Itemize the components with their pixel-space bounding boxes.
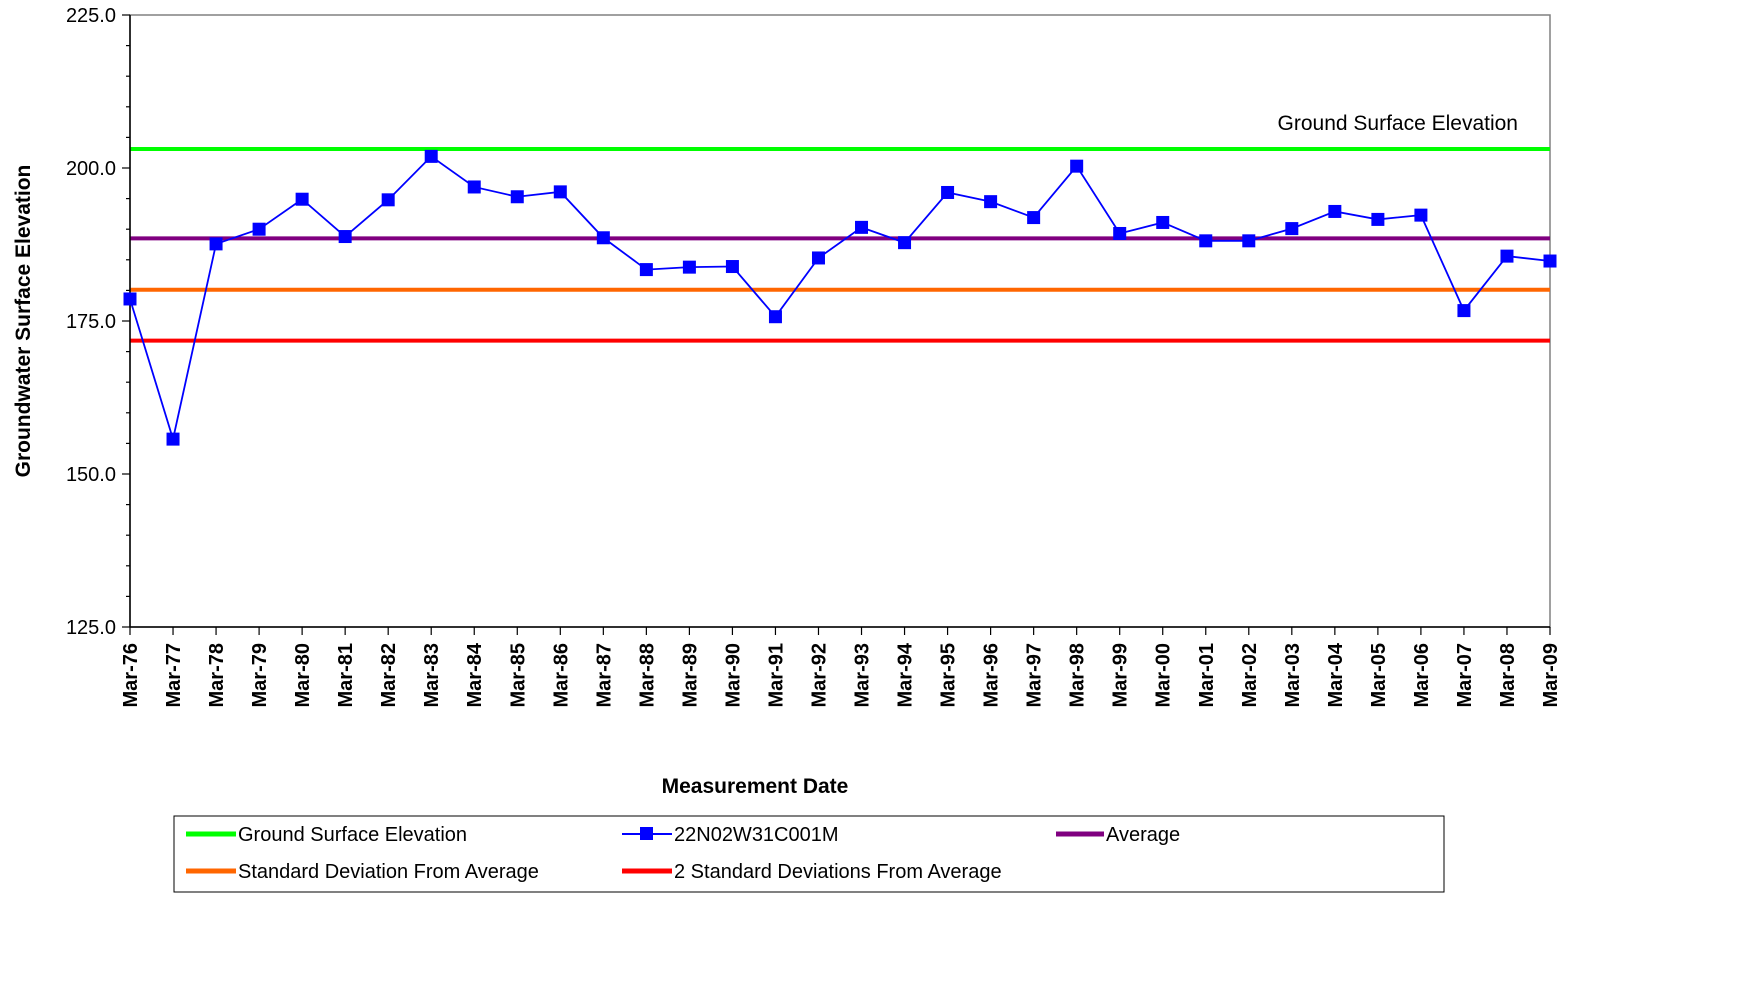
x-tick-label: Mar-77 [163, 643, 185, 707]
legend-item-std-dev: Standard Deviation From Average [186, 861, 539, 883]
y-tick-label: 200.0 [66, 158, 116, 180]
legend-item-ground-surface: Ground Surface Elevation [186, 824, 467, 846]
data-point [1328, 204, 1342, 218]
data-point [682, 260, 696, 274]
x-tick-label: Mar-78 [206, 643, 228, 707]
data-point [510, 190, 524, 204]
x-tick-label: Mar-06 [1411, 643, 1433, 707]
data-point [1113, 226, 1127, 240]
data-point [467, 180, 481, 194]
x-tick-label: Mar-85 [507, 643, 529, 707]
data-point [941, 185, 955, 199]
ground-surface-annotation: Ground Surface Elevation [1278, 112, 1518, 135]
data-point [898, 236, 912, 250]
x-tick-label: Mar-01 [1196, 643, 1218, 707]
x-tick-label: Mar-94 [895, 642, 917, 707]
x-tick-label: Mar-09 [1540, 643, 1562, 707]
x-tick-label: Mar-92 [808, 643, 830, 707]
data-point [424, 149, 438, 163]
data-point [166, 432, 180, 446]
x-tick-label: Mar-86 [550, 643, 572, 707]
data-point [295, 192, 309, 206]
y-tick-label: 175.0 [66, 311, 116, 333]
legend-item-well-series: 22N02W31C001M [622, 824, 839, 846]
data-point [1156, 215, 1170, 229]
legend: Ground Surface Elevation 22N02W31C001M A… [173, 815, 1445, 893]
x-tick-label: Mar-80 [292, 643, 314, 707]
series-line [129, 155, 1551, 443]
x-tick-label: Mar-79 [249, 643, 271, 707]
data-point [1070, 159, 1084, 173]
x-axis-title: Measurement Date [662, 775, 849, 798]
y-tick-label: 125.0 [66, 617, 116, 639]
legend-label: Average [1106, 824, 1180, 846]
x-tick-label: Mar-96 [981, 643, 1003, 707]
legend-label: 2 Standard Deviations From Average [674, 861, 1002, 883]
x-tick-label: Mar-08 [1497, 643, 1519, 707]
x-tick-label: Mar-99 [1110, 643, 1132, 707]
data-point [1285, 222, 1299, 236]
x-tick-label: Mar-82 [378, 643, 400, 707]
y-tick-label: 150.0 [66, 464, 116, 486]
x-tick-label: Mar-97 [1024, 643, 1046, 707]
data-point [768, 310, 782, 324]
x-tick-label: Mar-89 [679, 643, 701, 707]
x-tick-label: Mar-88 [636, 643, 658, 707]
x-tick-label: Mar-90 [722, 643, 744, 707]
legend-box [173, 815, 1445, 893]
data-point [252, 222, 266, 236]
x-tick-label: Mar-05 [1368, 643, 1390, 707]
x-tick-label: Mar-04 [1325, 642, 1347, 707]
data-point [1199, 234, 1213, 248]
legend-label: Ground Surface Elevation [238, 824, 467, 846]
data-point [338, 230, 352, 244]
data-point [553, 185, 567, 199]
data-point [1414, 208, 1428, 222]
x-tick-label: Mar-81 [335, 643, 357, 707]
legend-label: Standard Deviation From Average [238, 861, 539, 883]
legend-label: 22N02W31C001M [674, 824, 839, 846]
data-point [1371, 212, 1385, 226]
x-tick-label: Mar-93 [852, 643, 874, 707]
x-tick-label: Mar-03 [1282, 643, 1304, 707]
data-point [984, 195, 998, 209]
x-tick-label: Mar-91 [765, 643, 787, 707]
data-point [855, 220, 869, 234]
x-tick-label: Mar-07 [1454, 643, 1476, 707]
data-point [209, 237, 223, 251]
data-point [725, 260, 739, 274]
data-point [639, 263, 653, 277]
plot-area [129, 14, 1551, 628]
y-axis-title: Groundwater Surface Elevation [12, 165, 35, 478]
legend-marker-square [640, 827, 653, 840]
x-tick-label: Mar-00 [1153, 643, 1175, 707]
x-tick-label: Mar-02 [1239, 643, 1261, 707]
data-point [123, 292, 137, 306]
x-tick-label: Mar-76 [120, 643, 142, 707]
reference-lines [130, 147, 1550, 343]
legend-item-average: Average [1056, 824, 1180, 846]
data-point [596, 231, 610, 245]
data-point [1242, 234, 1256, 248]
data-point [381, 193, 395, 207]
x-tick-label: Mar-83 [421, 643, 443, 707]
x-tick-label: Mar-98 [1067, 643, 1089, 707]
series-layer [123, 149, 1557, 446]
data-point [1027, 211, 1041, 225]
data-point [1500, 249, 1514, 263]
axes: 125.0 150.0 175.0 200.0 225.0 Mar-76 Mar-77 Mar… [66, 5, 1562, 707]
data-point [1543, 254, 1557, 268]
x-tick-label: Mar-95 [938, 643, 960, 707]
legend-item-2-std-dev: 2 Standard Deviations From Average [622, 861, 1002, 883]
x-tick-label: Mar-84 [464, 642, 486, 707]
data-point [811, 251, 825, 265]
data-point [1457, 304, 1471, 318]
y-tick-label: 225.0 [66, 5, 116, 27]
x-tick-label: Mar-87 [593, 643, 615, 707]
